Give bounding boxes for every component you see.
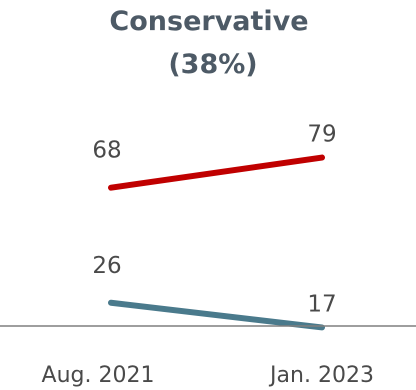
chart-title: Conservative: [109, 6, 308, 37]
data-label: 68: [92, 138, 121, 164]
series-line-0: [108, 154, 325, 191]
series-layer: 68 79 26 17: [92, 122, 337, 331]
x-tick-label: Aug. 2021: [42, 363, 155, 388]
data-label: 17: [307, 291, 336, 317]
series-line-1: [108, 299, 325, 331]
chart-subtitle: (38%): [168, 49, 257, 80]
data-label: 26: [92, 253, 121, 279]
x-tick-labels: Aug. 2021 Jan. 2023: [42, 363, 374, 388]
x-tick-label: Jan. 2023: [268, 363, 374, 388]
data-label: 79: [307, 122, 336, 148]
